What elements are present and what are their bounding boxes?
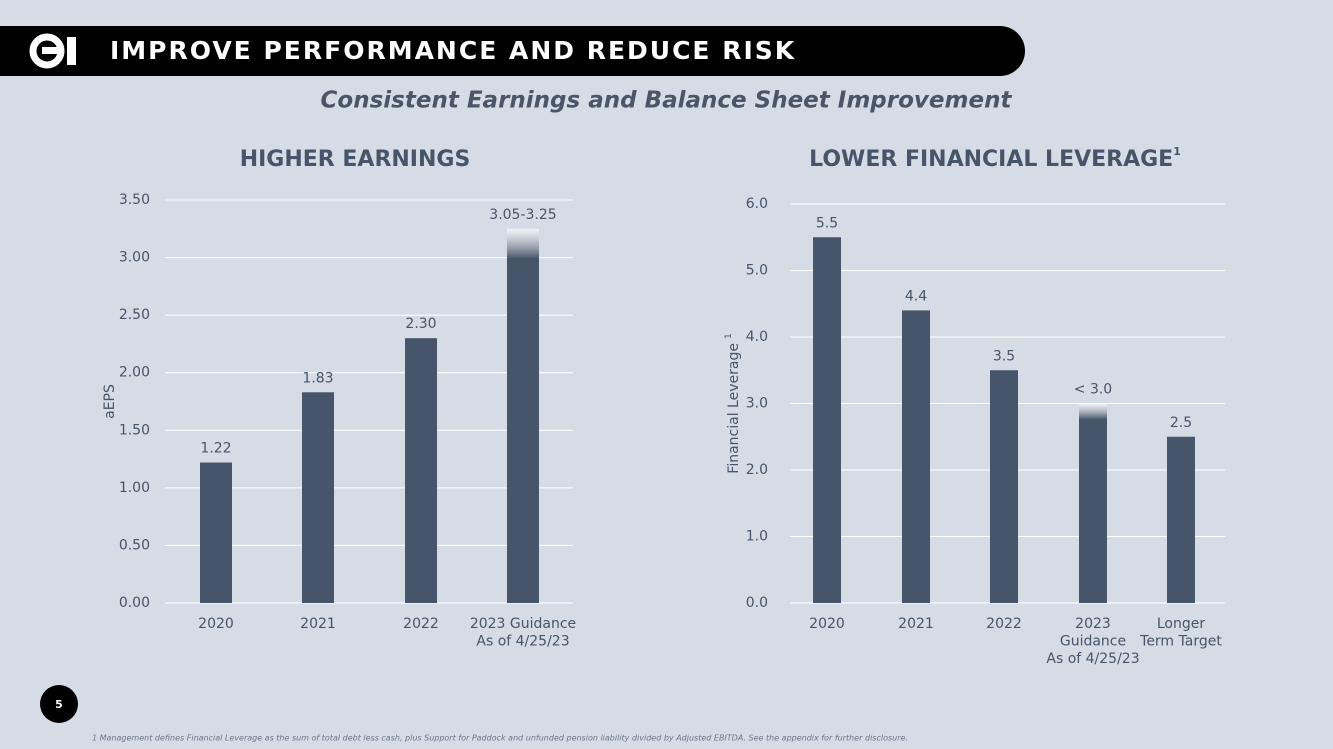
y-tick-label: 4.0 xyxy=(746,329,768,345)
value-label: 1.22 xyxy=(200,441,231,457)
y-tick-label: 0.00 xyxy=(119,595,150,611)
x-tick-label: 2021 xyxy=(898,616,934,632)
y-tick-label: 2.50 xyxy=(119,307,150,323)
logo xyxy=(29,33,76,69)
x-tick-label: 2021 xyxy=(300,616,336,632)
bar xyxy=(200,462,232,603)
y-tick-label: 0.0 xyxy=(746,595,768,611)
y-tick-label: 1.00 xyxy=(119,480,150,496)
page-badge xyxy=(40,685,78,723)
subtitle: Consistent Earnings and Balance Sheet Im… xyxy=(321,88,1013,114)
bar xyxy=(302,392,334,603)
value-label: 4.4 xyxy=(905,288,927,304)
y-tick-label: 3.0 xyxy=(746,396,768,412)
bar xyxy=(507,228,539,604)
y-tick-label: 2.00 xyxy=(119,365,150,381)
bar xyxy=(813,237,841,603)
x-tick-label: 2020 xyxy=(198,616,234,632)
y-tick-label: 5.0 xyxy=(746,263,768,279)
bar xyxy=(1079,403,1107,603)
y-axis-label: Financial Leverage1 xyxy=(724,333,743,473)
bar xyxy=(990,370,1018,603)
chart-title: HIGHER EARNINGS xyxy=(240,147,471,172)
footnote: 1 Management defines Financial Leverage … xyxy=(92,734,908,743)
x-tick-label: Longer Term Target xyxy=(1139,616,1222,650)
value-label: 1.83 xyxy=(302,370,333,386)
value-label: < 3.0 xyxy=(1074,382,1112,398)
value-label: 5.5 xyxy=(816,215,838,231)
y-tick-label: 0.50 xyxy=(119,537,150,553)
title-marker: 1 xyxy=(1173,145,1181,158)
page-number: 5 xyxy=(55,698,63,711)
bar xyxy=(902,310,930,603)
y-tick-label: 3.50 xyxy=(119,192,150,208)
x-tick-label: 2022 xyxy=(986,616,1022,632)
header-title: IMPROVE PERFORMANCE AND REDUCE RISK xyxy=(110,36,796,65)
value-label: 3.5 xyxy=(993,348,1015,364)
x-tick-label: 2020 xyxy=(809,616,845,632)
bar xyxy=(405,338,437,603)
y-axis-label: aEPS xyxy=(102,384,118,419)
value-label: 3.05-3.25 xyxy=(489,207,556,223)
y-label-marker: 1 xyxy=(724,333,734,339)
bar xyxy=(1167,436,1195,603)
y-tick-label: 2.0 xyxy=(746,462,768,478)
value-label: 2.5 xyxy=(1170,415,1192,431)
y-tick-label: 1.0 xyxy=(746,529,768,545)
y-tick-label: 1.50 xyxy=(119,422,150,438)
x-tick-label: 2023 Guidance As of 4/25/23 xyxy=(1046,616,1139,667)
header-bar xyxy=(0,26,1025,76)
chart-title: LOWER FINANCIAL LEVERAGE1 xyxy=(809,145,1181,172)
y-tick-label: 3.00 xyxy=(119,250,150,266)
x-tick-label: 2023 Guidance As of 4/25/23 xyxy=(470,616,576,650)
x-tick-label: 2022 xyxy=(403,616,439,632)
value-label: 2.30 xyxy=(405,316,436,332)
y-tick-label: 6.0 xyxy=(746,196,768,212)
